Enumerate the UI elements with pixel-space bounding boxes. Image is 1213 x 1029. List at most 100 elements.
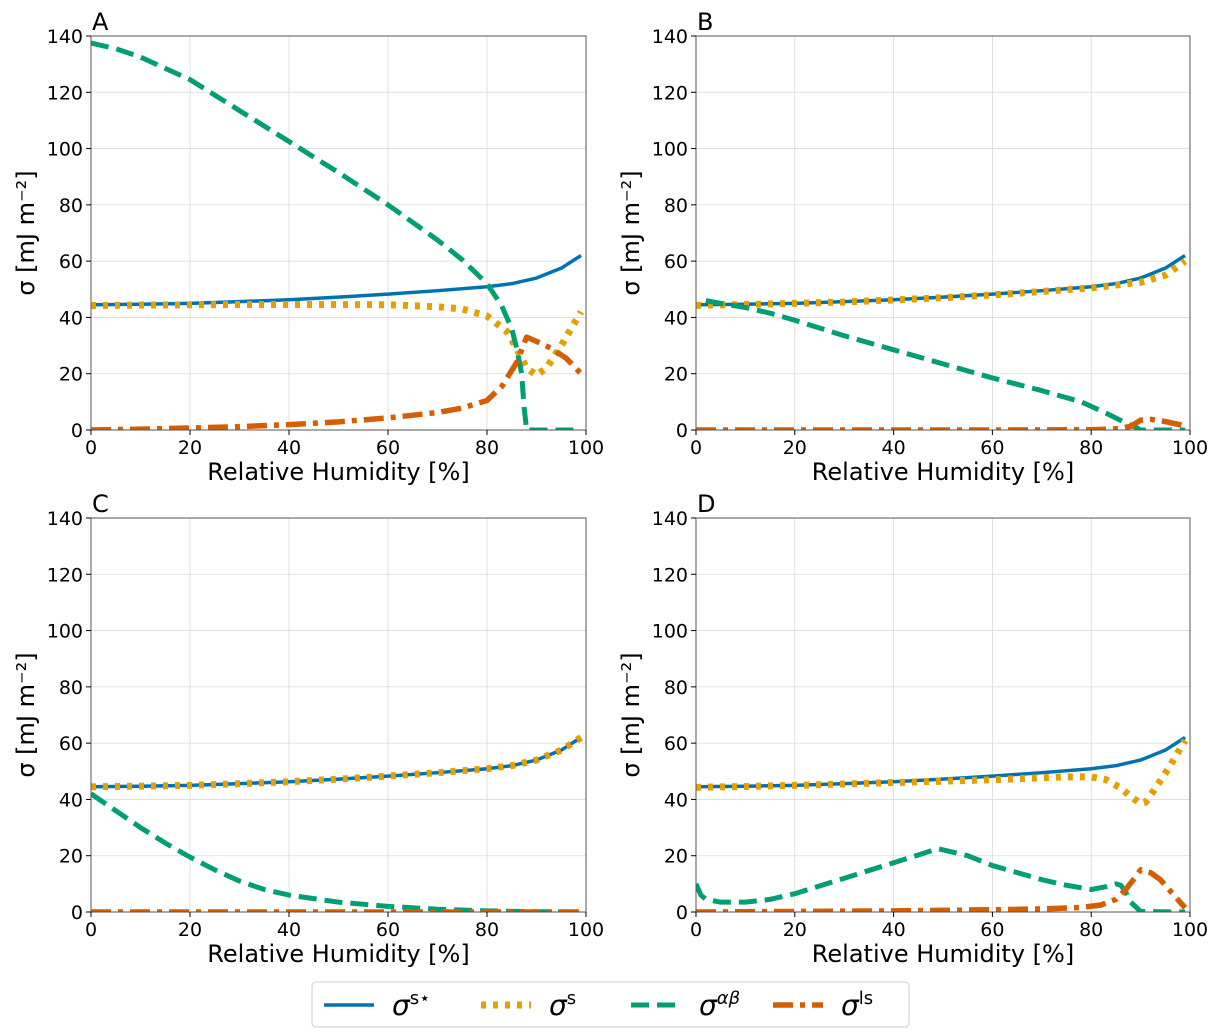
y-tick-label: 60 [664, 251, 688, 273]
series-line-ls [696, 867, 1188, 912]
x-tick-label: 40 [882, 919, 906, 941]
x-tick-label: 40 [277, 437, 301, 459]
x-tick-label: 0 [85, 919, 97, 941]
y-tick-label: 140 [47, 26, 83, 48]
series-line-ab [705, 298, 1186, 430]
axes-frame [90, 517, 587, 913]
y-tick-label: 20 [59, 364, 83, 386]
panel-letter: C [92, 490, 109, 518]
series-line-s [696, 258, 1188, 309]
y-tick-label: 20 [664, 846, 688, 868]
x-tick-label: 20 [178, 437, 202, 459]
legend-label: σs⋆ [392, 988, 430, 1022]
panel-letter: D [697, 490, 715, 518]
y-tick-label: 140 [47, 508, 83, 530]
series-line-s [91, 734, 583, 791]
x-tick-label: 80 [1079, 437, 1103, 459]
y-tick-label: 60 [59, 733, 83, 755]
x-tick-label: 100 [568, 919, 604, 941]
y-tick-label: 80 [59, 677, 83, 699]
legend-label: σls [841, 988, 873, 1022]
y-tick-label: 100 [47, 139, 83, 161]
series-line-ab [91, 40, 582, 430]
x-axis-label: Relative Humidity [%] [812, 940, 1074, 968]
x-tick-label: 20 [178, 919, 202, 941]
legend-entry-ab: σαβ [631, 988, 740, 1022]
y-tick-label: 0 [676, 902, 688, 924]
legend-entry-sstar: σs⋆ [324, 988, 430, 1022]
legend-label: σs [549, 988, 576, 1022]
series-line-sstar [91, 736, 582, 789]
x-tick-label: 0 [85, 437, 97, 459]
y-tick-label: 40 [664, 789, 688, 811]
series-line-ls [91, 334, 584, 430]
x-tick-label: 40 [882, 437, 906, 459]
x-tick-label: 80 [1079, 919, 1103, 941]
y-tick-label: 60 [59, 251, 83, 273]
legend-entry-s: σs [481, 988, 576, 1022]
x-tick-label: 60 [980, 919, 1004, 941]
x-tick-label: 80 [475, 919, 499, 941]
panel-letter: A [92, 8, 109, 36]
legend-frame [311, 981, 910, 1028]
y-tick-label: 140 [652, 508, 688, 530]
x-tick-label: 100 [1172, 919, 1208, 941]
y-tick-label: 120 [47, 82, 83, 104]
x-tick-label: 60 [376, 919, 400, 941]
y-tick-label: 120 [47, 564, 83, 586]
y-axis-label: σ [mJ m⁻²] [12, 652, 40, 777]
axes-frame [695, 35, 1191, 431]
x-axis-label: Relative Humidity [%] [207, 458, 469, 486]
legend-entry-ls: σls [773, 988, 873, 1022]
y-tick-label: 120 [652, 564, 688, 586]
y-tick-label: 40 [664, 307, 688, 329]
y-tick-label: 40 [59, 307, 83, 329]
series-line-sstar [91, 254, 582, 307]
series-line-ab [91, 791, 582, 912]
series-line-s [91, 300, 585, 379]
y-tick-label: 80 [664, 195, 688, 217]
axes-frame [695, 517, 1191, 913]
y-tick-label: 0 [71, 420, 83, 442]
x-tick-label: 80 [475, 437, 499, 459]
y-tick-label: 140 [652, 26, 688, 48]
series-line-ls [696, 416, 1186, 430]
x-tick-label: 60 [376, 437, 400, 459]
series-line-ab [696, 846, 1186, 912]
x-tick-label: 20 [783, 919, 807, 941]
panel-b: 0 20 40 60 80 100 0 20 40 60 80 100 120 140 B Relative … [617, 8, 1208, 486]
legend-label: σαβ [699, 988, 740, 1022]
x-tick-label: 40 [277, 919, 301, 941]
x-tick-label: 0 [690, 437, 702, 459]
panels-group: 0 20 40 60 80 100 0 20 40 60 80 100 120 140 A Relative … [12, 8, 1208, 968]
panel-d: 0 20 40 60 80 100 0 20 40 60 80 100 120 140 D Relative … [617, 490, 1208, 968]
x-axis-label: Relative Humidity [%] [207, 940, 469, 968]
panel-letter: B [697, 8, 713, 36]
y-tick-label: 80 [59, 195, 83, 217]
y-tick-label: 0 [71, 902, 83, 924]
y-tick-label: 0 [676, 420, 688, 442]
y-tick-label: 100 [47, 621, 83, 643]
x-tick-label: 100 [568, 437, 604, 459]
y-tick-label: 100 [652, 139, 688, 161]
y-tick-label: 60 [664, 733, 688, 755]
y-axis-label: σ [mJ m⁻²] [617, 170, 645, 295]
y-axis-label: σ [mJ m⁻²] [12, 170, 40, 295]
panel-c: 0 20 40 60 80 100 0 20 40 60 80 100 120 140 C Relative … [12, 490, 604, 968]
x-tick-label: 20 [783, 437, 807, 459]
legend: σs⋆ σs σαβ σls [311, 981, 910, 1028]
x-axis-label: Relative Humidity [%] [812, 458, 1074, 486]
y-tick-label: 20 [59, 846, 83, 868]
panel-a: 0 20 40 60 80 100 0 20 40 60 80 100 120 140 A Relative … [12, 8, 604, 486]
y-tick-label: 40 [59, 789, 83, 811]
y-tick-label: 120 [652, 82, 688, 104]
x-tick-label: 60 [980, 437, 1004, 459]
x-tick-label: 0 [690, 919, 702, 941]
y-tick-label: 80 [664, 677, 688, 699]
y-tick-label: 20 [664, 364, 688, 386]
x-tick-label: 100 [1172, 437, 1208, 459]
y-tick-label: 100 [652, 621, 688, 643]
series-line-s [696, 738, 1189, 808]
y-axis-label: σ [mJ m⁻²] [617, 652, 645, 777]
